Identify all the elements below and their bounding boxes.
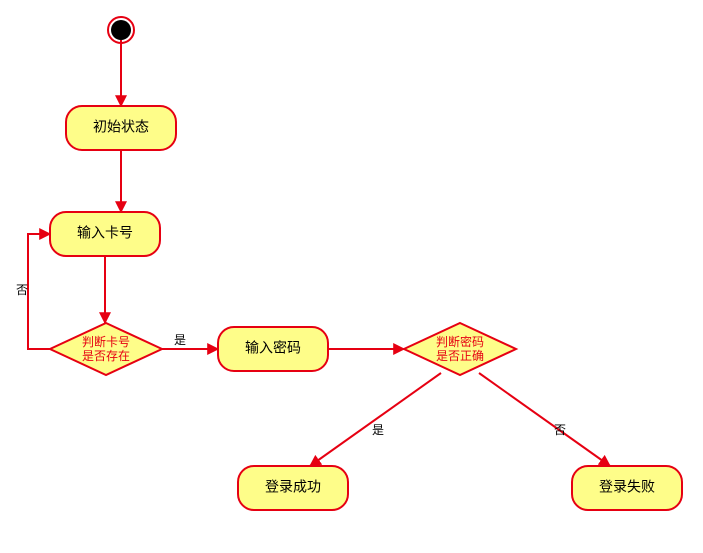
- edge-label-e7: 是: [372, 423, 384, 437]
- decision-label1-d_card: 判断卡号: [82, 334, 130, 349]
- edge-label-e4: 是: [174, 333, 186, 347]
- edge-e8: [479, 373, 610, 466]
- decision-label2-d_card: 是否存在: [82, 349, 130, 363]
- edge-e7: [310, 373, 441, 466]
- decision-label2-d_pwd: 是否正确: [436, 349, 484, 363]
- edge-label-e5: 否: [16, 283, 28, 297]
- start-node: [111, 20, 131, 40]
- node-label-n_pwd: 输入密码: [245, 340, 301, 356]
- flowchart-canvas: 是否是否初始状态输入卡号判断卡号是否存在输入密码判断密码是否正确登录成功登录失败: [0, 0, 703, 553]
- node-label-n_card: 输入卡号: [77, 225, 133, 241]
- edge-label-e8: 否: [554, 423, 566, 437]
- node-label-n_fail: 登录失败: [599, 479, 655, 495]
- decision-label1-d_pwd: 判断密码: [436, 334, 484, 349]
- edge-e5: [28, 234, 50, 349]
- node-label-n_ok: 登录成功: [265, 479, 321, 495]
- node-label-n_init: 初始状态: [93, 119, 149, 135]
